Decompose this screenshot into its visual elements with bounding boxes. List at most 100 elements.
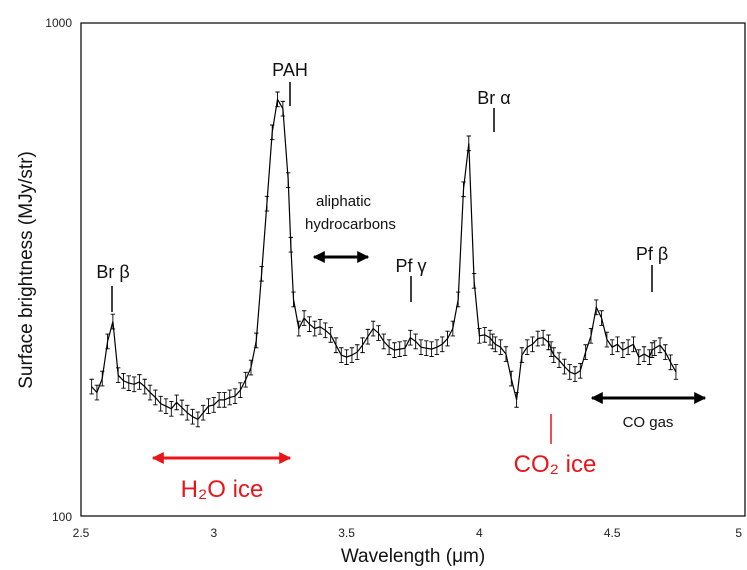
data-point-errorbar <box>227 389 232 406</box>
data-point-errorbar <box>556 352 562 369</box>
data-point-errorbar <box>663 344 668 360</box>
data-point-errorbar <box>392 342 397 358</box>
data-point-errorbar <box>222 392 227 408</box>
annotation-co-gas: CO gas <box>623 414 674 431</box>
plot-frame <box>80 22 746 517</box>
data-point-errorbar <box>270 124 275 141</box>
x-tick-label-5: 5 <box>735 526 742 540</box>
data-point-errorbar <box>562 358 567 375</box>
data-point-errorbar <box>238 382 243 398</box>
data-point-errorbar <box>333 337 339 354</box>
data-point-errorbar <box>525 339 530 356</box>
data-point-errorbar <box>376 325 381 341</box>
data-point-errorbar <box>307 316 312 332</box>
spectrum-series <box>89 91 679 428</box>
data-point-errorbar <box>296 320 301 337</box>
data-point-errorbar <box>466 135 471 152</box>
data-point-errorbar <box>535 330 541 347</box>
data-point-errorbar <box>179 399 185 416</box>
data-point-errorbar <box>514 392 519 408</box>
data-point-errorbar <box>649 342 655 358</box>
data-point-errorbar <box>285 172 291 188</box>
data-point-errorbar <box>254 332 259 349</box>
data-point-errorbar <box>413 333 418 350</box>
data-point-errorbar <box>137 374 142 390</box>
x-tick-label-4-5: 4.5 <box>604 526 621 540</box>
data-point-errorbar <box>365 328 371 345</box>
data-point-errorbar <box>673 364 679 380</box>
data-point-errorbar <box>498 339 503 356</box>
data-point-errorbar <box>625 339 631 356</box>
data-point-errorbar <box>578 363 583 379</box>
data-point-errorbar <box>169 400 174 417</box>
data-point-errorbar <box>349 347 355 363</box>
data-point-errorbar <box>477 327 482 344</box>
data-point-errorbar <box>631 336 636 353</box>
data-point-errorbar <box>355 344 360 360</box>
data-point-errorbar <box>248 359 254 376</box>
data-point-errorbar <box>647 349 652 365</box>
annotation-pf-gamma: Pf γ <box>395 256 426 276</box>
data-point-errorbar <box>657 337 663 354</box>
data-point-errorbar <box>567 364 572 380</box>
data-point-errorbar <box>402 340 408 356</box>
x-tick-label-4: 4 <box>476 526 483 540</box>
data-point-errorbar <box>610 339 615 356</box>
data-point-errorbar <box>317 318 323 335</box>
annotation-br-alpha: Br α <box>477 88 510 108</box>
data-point-errorbar <box>328 327 333 343</box>
data-point-errorbar <box>429 341 434 357</box>
data-point-errorbar <box>243 371 248 388</box>
data-point-errorbar <box>312 320 317 337</box>
data-point-errorbar <box>493 336 498 353</box>
data-point-errorbar <box>594 299 599 316</box>
data-point-errorbar <box>490 333 495 350</box>
data-point-errorbar <box>482 327 487 343</box>
data-point-errorbar <box>583 344 588 360</box>
data-point-errorbar <box>174 394 179 411</box>
data-point-errorbar <box>185 404 190 421</box>
data-point-errorbar <box>131 376 137 393</box>
data-point-errorbar <box>121 373 126 389</box>
data-point-errorbar <box>216 392 222 408</box>
data-point-errorbar <box>339 347 344 363</box>
data-point-errorbar <box>408 329 413 346</box>
data-point-errorbar <box>450 320 456 337</box>
data-point-errorbar <box>259 265 264 282</box>
data-point-errorbar <box>115 367 121 384</box>
data-point-errorbar <box>381 333 386 350</box>
annotation-h2o-ice: H₂O ice <box>181 476 264 503</box>
annotation-pah: PAH <box>272 60 308 80</box>
data-point-errorbar <box>301 310 307 326</box>
data-point-errorbar <box>126 375 132 391</box>
data-point-errorbar <box>572 366 578 382</box>
data-point-errorbar <box>280 100 286 117</box>
data-point-errorbar <box>163 398 169 415</box>
data-point-errorbar <box>620 342 626 358</box>
data-point-errorbar <box>519 347 525 363</box>
data-point-errorbar <box>641 346 647 362</box>
data-point-errorbar <box>190 408 195 425</box>
data-point-errorbar <box>344 349 349 365</box>
data-point-errorbar <box>509 370 514 387</box>
data-point-errorbar <box>668 354 673 371</box>
annotation-co2-ice: CO₂ ice <box>514 451 597 478</box>
data-point-errorbar <box>636 349 641 365</box>
data-point-errorbar <box>195 411 201 428</box>
data-point-errorbar <box>142 378 147 395</box>
data-point-errorbar <box>434 339 440 356</box>
data-point-errorbar <box>530 336 535 353</box>
x-tick-label-3-5: 3.5 <box>338 526 355 540</box>
data-point-errorbar <box>360 337 365 354</box>
annotation-aliphatic-line2: hydrocarbons <box>305 216 396 233</box>
data-point-errorbar <box>604 331 610 348</box>
data-point-errorbar <box>599 310 604 326</box>
data-point-errorbar <box>200 404 206 421</box>
annotation-br-beta: Br β <box>96 262 129 282</box>
data-point-errorbar <box>275 91 280 108</box>
annotation-aliphatic-line1: aliphatic <box>316 193 372 210</box>
data-point-errorbar <box>100 370 105 387</box>
data-point-errorbar <box>424 340 429 356</box>
data-point-errorbar <box>105 333 110 350</box>
